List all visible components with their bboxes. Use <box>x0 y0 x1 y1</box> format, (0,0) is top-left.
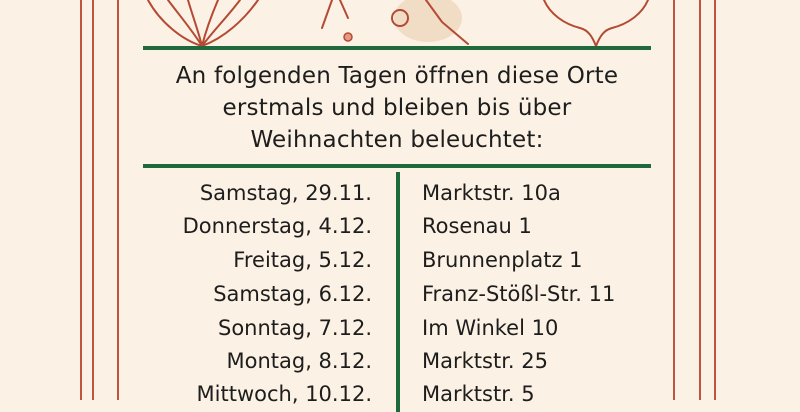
schedule-place: Rosenau 1 <box>422 214 532 238</box>
schedule-place: Marktstr. 10a <box>422 181 561 205</box>
border-line-right-mid <box>699 0 701 400</box>
schedule-date: Samstag, 6.12. <box>213 282 372 306</box>
schedule-date: Samstag, 29.11. <box>199 181 372 205</box>
schedule-row: Mittwoch, 10.12. Marktstr. 5 <box>0 377 800 411</box>
border-line-left-outer <box>80 0 82 400</box>
schedule-place: Brunnenplatz 1 <box>422 248 583 272</box>
schedule-date: Montag, 8.12. <box>226 349 373 373</box>
border-line-left-inner <box>117 0 119 400</box>
schedule-date: Sonntag, 7.12. <box>217 316 372 340</box>
intro-text: An folgenden Tagen öffnen diese Orte ers… <box>143 60 651 156</box>
leaf-ornament-left <box>147 0 259 48</box>
schedule-place: Franz-Stößl-Str. 11 <box>422 282 616 306</box>
schedule-row: Donnerstag, 4.12. Rosenau 1 <box>0 209 800 243</box>
schedule-row: Sonntag, 7.12. Im Winkel 10 <box>0 311 800 345</box>
top-divider <box>143 46 651 50</box>
schedule-row: Samstag, 6.12. Franz-Stößl-Str. 11 <box>0 277 800 311</box>
schedule-row: Montag, 8.12. Marktstr. 25 <box>0 344 800 378</box>
border-line-right-inner <box>673 0 675 400</box>
schedule-place: Marktstr. 25 <box>422 349 548 373</box>
column-divider <box>396 172 400 412</box>
schedule-place: Marktstr. 5 <box>422 382 535 406</box>
schedule-date: Freitag, 5.12. <box>233 248 372 272</box>
intro-line-2: erstmals und bleiben bis über <box>222 95 572 121</box>
middle-divider <box>143 164 651 168</box>
intro-line-3: Weihnachten beleuchtet: <box>250 127 544 153</box>
schedule-date: Mittwoch, 10.12. <box>196 382 372 406</box>
border-line-left-mid <box>92 0 94 400</box>
heart-ornament <box>543 0 649 48</box>
schedule-place: Im Winkel 10 <box>422 316 559 340</box>
schedule-row: Samstag, 29.11. Marktstr. 10a <box>0 176 800 210</box>
schedule-row: Freitag, 5.12. Brunnenplatz 1 <box>0 243 800 277</box>
border-line-right-outer <box>714 0 716 400</box>
star-cookie-ornament <box>321 0 469 45</box>
schedule-date: Donnerstag, 4.12. <box>182 214 372 238</box>
intro-line-1: An folgenden Tagen öffnen diese Orte <box>175 63 619 89</box>
